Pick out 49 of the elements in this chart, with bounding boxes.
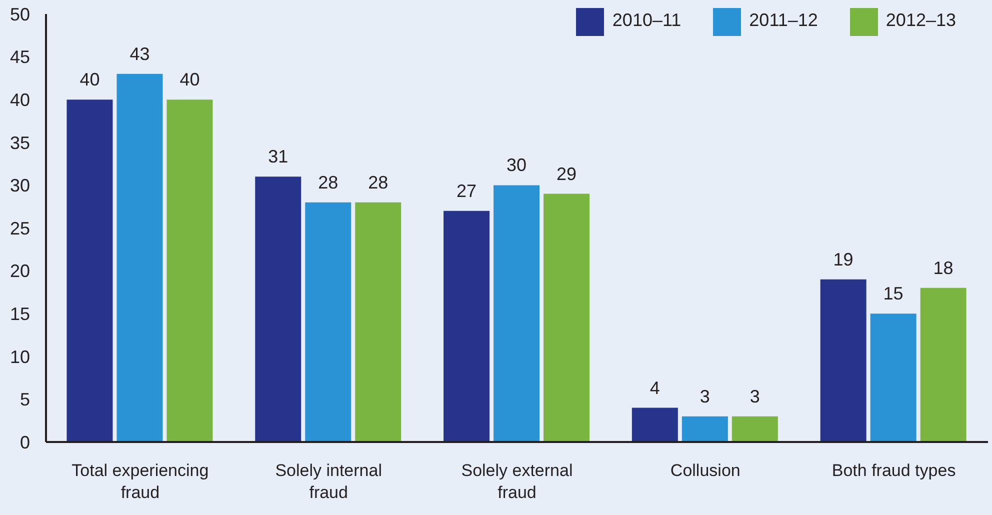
- bar: [166, 100, 213, 442]
- y-tick-label: 5: [20, 390, 30, 410]
- bar: [444, 210, 490, 442]
- bar: [544, 194, 590, 442]
- bar: [632, 408, 678, 442]
- bar: [732, 416, 778, 442]
- bar: [682, 416, 728, 442]
- data-label: 15: [883, 284, 904, 304]
- x-tick-label: Total experiencing fraud: [72, 461, 209, 502]
- legend-label: 2011–12: [749, 10, 818, 30]
- y-tick-label: 35: [10, 132, 30, 153]
- bar: [255, 176, 302, 442]
- x-tick-label: Solely internal fraud: [275, 461, 382, 502]
- data-label: 27: [456, 180, 477, 201]
- bar: [305, 202, 352, 442]
- data-label: 4: [650, 378, 660, 398]
- legend-label: 2012–13: [886, 10, 956, 30]
- data-label: 19: [833, 249, 854, 270]
- y-tick-label: 30: [10, 176, 30, 196]
- data-label: 29: [556, 164, 577, 184]
- bar: [66, 100, 113, 442]
- legend-label: 2010–11: [612, 10, 682, 30]
- y-tick-label: 45: [10, 47, 30, 68]
- y-tick-label: 20: [10, 261, 30, 282]
- y-tick-label: 25: [10, 218, 30, 238]
- data-label: 31: [268, 146, 288, 167]
- data-label: 28: [318, 172, 338, 192]
- data-label: 30: [506, 155, 527, 176]
- x-tick-label: Collusion: [670, 461, 740, 480]
- data-label: 3: [750, 386, 760, 406]
- data-label: 18: [933, 258, 954, 278]
- bar: [920, 288, 966, 442]
- y-tick-label: 40: [10, 90, 30, 110]
- x-tick-label: Solely external fraud: [461, 461, 573, 502]
- y-tick-label: 50: [10, 4, 30, 24]
- bar: [870, 314, 916, 442]
- data-label: 40: [80, 70, 100, 90]
- y-tick-label: 15: [10, 304, 30, 324]
- data-label: 43: [130, 44, 150, 64]
- data-label: 40: [180, 70, 200, 90]
- y-tick-label: 10: [10, 346, 30, 367]
- data-label: 3: [700, 386, 710, 406]
- x-tick-label: Both fraud types: [832, 461, 956, 480]
- bar: [116, 74, 163, 442]
- data-label: 28: [368, 172, 388, 192]
- bar: [820, 279, 866, 442]
- bar: [355, 202, 402, 442]
- y-tick-label: 0: [20, 432, 30, 452]
- bar: [494, 185, 540, 442]
